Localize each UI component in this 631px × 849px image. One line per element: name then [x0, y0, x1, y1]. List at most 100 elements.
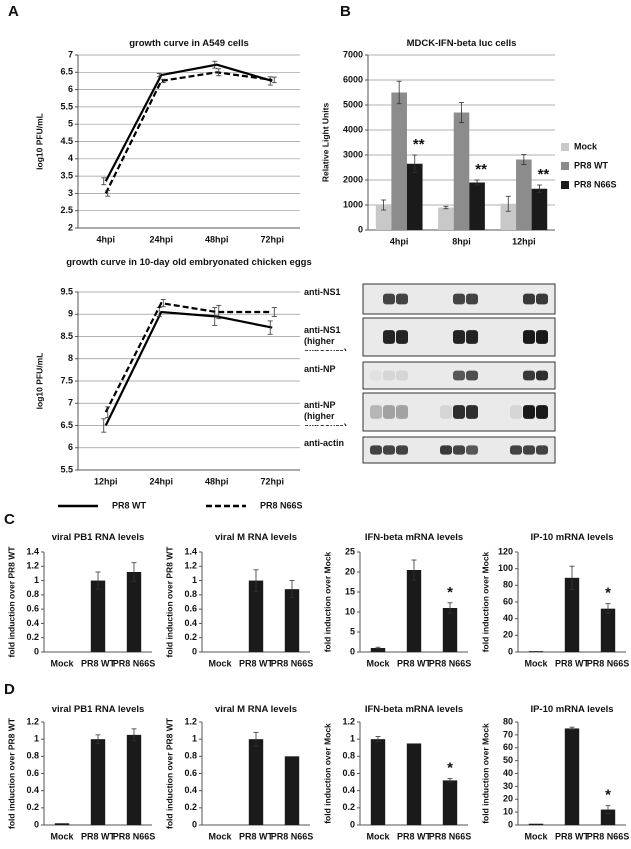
y-tick-label: 0: [350, 646, 355, 656]
chart-title: IP-10 mRNA levels: [530, 532, 614, 543]
legend-label: PR8 WT: [112, 500, 147, 510]
x-tick-label: PR8 N66S: [271, 831, 314, 841]
y-tick-label: 10: [345, 606, 355, 616]
bar: [564, 577, 580, 652]
y-tick-label: 7.5: [60, 375, 73, 385]
legend-label: PR8 N66S: [260, 500, 303, 510]
x-tick-label: 12hpi: [512, 236, 536, 246]
blot-band: [510, 445, 522, 455]
bar: [406, 743, 422, 825]
bar: [528, 823, 544, 825]
blot-band: [453, 370, 465, 381]
blot-band: [396, 405, 408, 419]
y-tick-label: 5: [68, 119, 73, 129]
y-tick-label: 3000: [343, 149, 363, 159]
chart-title-box: IFN-beta mRNA levels: [365, 704, 463, 715]
bar: [600, 608, 616, 652]
x-tick-label: 4hpi: [390, 236, 409, 246]
blot-band: [453, 405, 465, 419]
y-tick-label: 40: [503, 613, 513, 623]
y-tick-label: 0.2: [26, 802, 39, 812]
x-tick-label: PR8 WT: [81, 831, 116, 841]
x-tick-label: 4hpi: [96, 234, 115, 244]
chart-title-box: growth curve in 10-day old embryonated c…: [66, 257, 311, 268]
panel-label: B: [340, 3, 351, 20]
blot-label: anti-NS1: [304, 287, 341, 297]
y-axis-label: fold induction over Mock: [480, 551, 490, 652]
bar: [90, 580, 106, 652]
blot-label-box: anti-NP (higher exposure): [304, 400, 347, 426]
y-tick-label: 0.4: [342, 785, 355, 795]
chart-title-box: IP-10 mRNA levels: [530, 704, 613, 715]
bar: [126, 572, 142, 652]
blot-band: [370, 405, 382, 419]
chart-title-box: IFN-beta mRNA levels: [365, 532, 463, 543]
x-tick-label: Mock: [366, 658, 390, 668]
y-tick-label: 4000: [343, 124, 363, 134]
blot-band: [466, 405, 478, 419]
y-tick-label: 0.8: [26, 589, 39, 599]
y-tick-label: 70: [503, 729, 513, 739]
blot-band: [383, 445, 395, 455]
y-tick-label: 9.5: [60, 286, 73, 296]
y-tick-label: 6.5: [60, 67, 73, 77]
panel-label: C: [4, 511, 15, 528]
y-tick-label: 0: [34, 646, 39, 656]
y-tick-label: 9: [68, 309, 73, 319]
blot-band: [466, 370, 478, 381]
y-tick-label: 0.4: [184, 618, 197, 628]
y-tick-label: 4: [68, 153, 73, 163]
bar: [469, 182, 485, 230]
y-axis-label: log10 PFU/mL: [34, 113, 44, 170]
y-tick-label: 5.5: [60, 101, 73, 111]
x-tick-label: Mock: [50, 658, 74, 668]
panel-label: A: [8, 3, 19, 20]
y-axis-label: log10 PFU/mL: [34, 353, 44, 410]
y-axis-label: fold induction over Mock: [322, 551, 332, 652]
y-tick-label: 8: [68, 353, 73, 363]
chart-title: MDCK-IFN-beta luc cells: [406, 38, 517, 49]
chart-title-box: viral PB1 RNA levels: [52, 704, 145, 715]
bar: [248, 580, 264, 652]
bar: [500, 203, 517, 230]
blot-band: [536, 293, 548, 305]
bar: [406, 570, 422, 652]
y-tick-label: 2000: [343, 174, 363, 184]
y-tick-label: 0.6: [184, 604, 197, 614]
x-tick-label: PR8 N66S: [113, 658, 156, 668]
y-tick-label: 3.5: [60, 170, 73, 180]
blot-band: [536, 330, 548, 344]
bar: [370, 739, 386, 825]
x-tick-label: 72hpi: [260, 476, 284, 486]
y-tick-label: 0.6: [26, 768, 39, 778]
y-tick-label: 5: [350, 626, 355, 636]
blot-band: [536, 445, 548, 455]
blot-label-box: anti-actin: [304, 438, 344, 448]
blot-band: [466, 293, 478, 305]
x-tick-label: 24hpi: [149, 476, 173, 486]
x-tick-label: 8hpi: [452, 236, 471, 246]
panel-label: D: [4, 681, 15, 698]
y-axis-label: fold induction over Mock: [322, 723, 332, 824]
blot-label: anti-NS1 (higher exposure): [304, 325, 347, 351]
x-tick-label: 48hpi: [205, 476, 229, 486]
annotation: **: [538, 166, 550, 183]
legend-swatch: [561, 162, 569, 170]
y-axis-label: fold induction over PR8 WT: [164, 717, 174, 829]
y-tick-label: 0.8: [342, 751, 355, 761]
y-tick-label: 0.2: [184, 632, 197, 642]
chart-title-box: MDCK-IFN-beta luc cells: [406, 38, 517, 49]
blot-band: [383, 293, 395, 305]
bar: [54, 823, 70, 825]
bar: [442, 780, 458, 825]
y-tick-label: 1: [192, 575, 197, 585]
y-tick-label: 0.4: [184, 785, 197, 795]
y-tick-label: 25: [345, 546, 355, 556]
x-tick-label: 12hpi: [94, 476, 118, 486]
x-tick-label: PR8 N66S: [587, 658, 630, 668]
chart-title: viral M RNA levels: [214, 532, 298, 543]
blot-label-box: anti-NS1: [304, 287, 341, 297]
y-tick-label: 7: [68, 398, 73, 408]
blot-label-box: anti-NP: [304, 364, 336, 374]
x-tick-label: Mock: [50, 831, 74, 841]
